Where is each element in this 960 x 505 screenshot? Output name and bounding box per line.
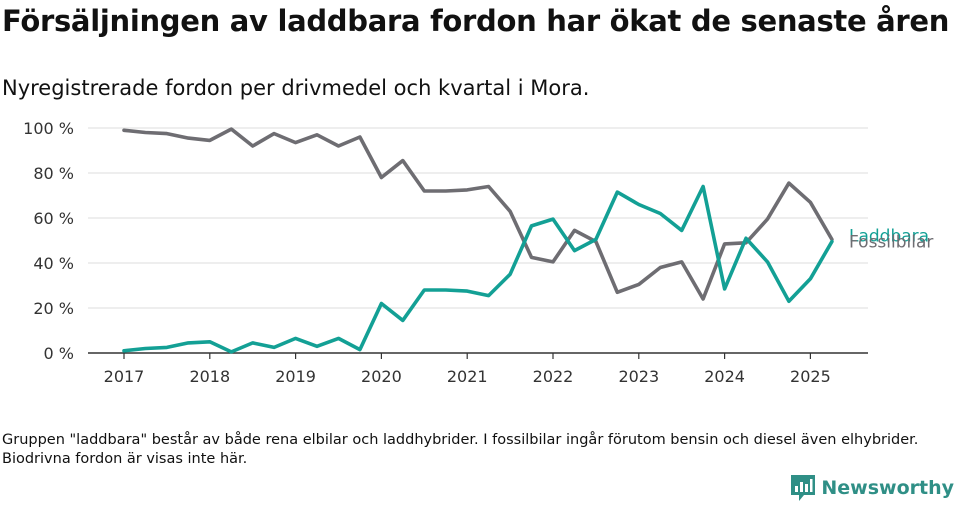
x-tick-label: 2018 xyxy=(189,367,230,386)
y-tick-label: 80 % xyxy=(33,164,74,183)
series-label-laddbara: Laddbara xyxy=(849,227,929,247)
chart-subtitle: Nyregistrerade fordon per drivmedel och … xyxy=(2,76,590,100)
x-tick-label: 2022 xyxy=(533,367,574,386)
line-chart: 0 % 20 % 40 % 60 % 80 % 100 % 2017 2018 2019 202… xyxy=(23,119,933,386)
x-tick-label: 2023 xyxy=(618,367,659,386)
x-tick-label: 2024 xyxy=(704,367,745,386)
chart-title: Försäljningen av laddbara fordon har öka… xyxy=(2,4,950,38)
series-label-fossilbilar: Fossilbilar xyxy=(849,232,933,252)
y-tick-label: 100 % xyxy=(23,119,74,138)
x-tick-label: 2025 xyxy=(790,367,831,386)
series-line-laddbara xyxy=(122,184,834,354)
y-tick-label: 0 % xyxy=(44,344,74,363)
y-tick-label: 20 % xyxy=(33,299,74,318)
series-lines xyxy=(122,127,834,354)
y-axis-tick-labels: 0 % 20 % 40 % 60 % 80 % 100 % xyxy=(23,119,74,363)
x-axis: 2017 2018 2019 2020 2021 2022 2023 2024 2025 xyxy=(88,352,868,386)
x-tick-label: 2019 xyxy=(275,367,316,386)
newsworthy-logo: Newsworthy xyxy=(790,474,954,502)
x-tick-label: 2020 xyxy=(361,367,402,386)
newsworthy-logo-icon xyxy=(791,475,816,501)
series-line-fossilbilar xyxy=(122,127,834,301)
y-tick-label: 40 % xyxy=(33,254,74,273)
y-tick-label: 60 % xyxy=(33,209,74,228)
footnote: Gruppen "laddbara" består av både rena e… xyxy=(2,432,919,467)
brand-name: Newsworthy xyxy=(821,477,954,499)
x-tick-label: 2021 xyxy=(447,367,488,386)
gridlines xyxy=(88,127,868,309)
x-tick-label: 2017 xyxy=(104,367,145,386)
